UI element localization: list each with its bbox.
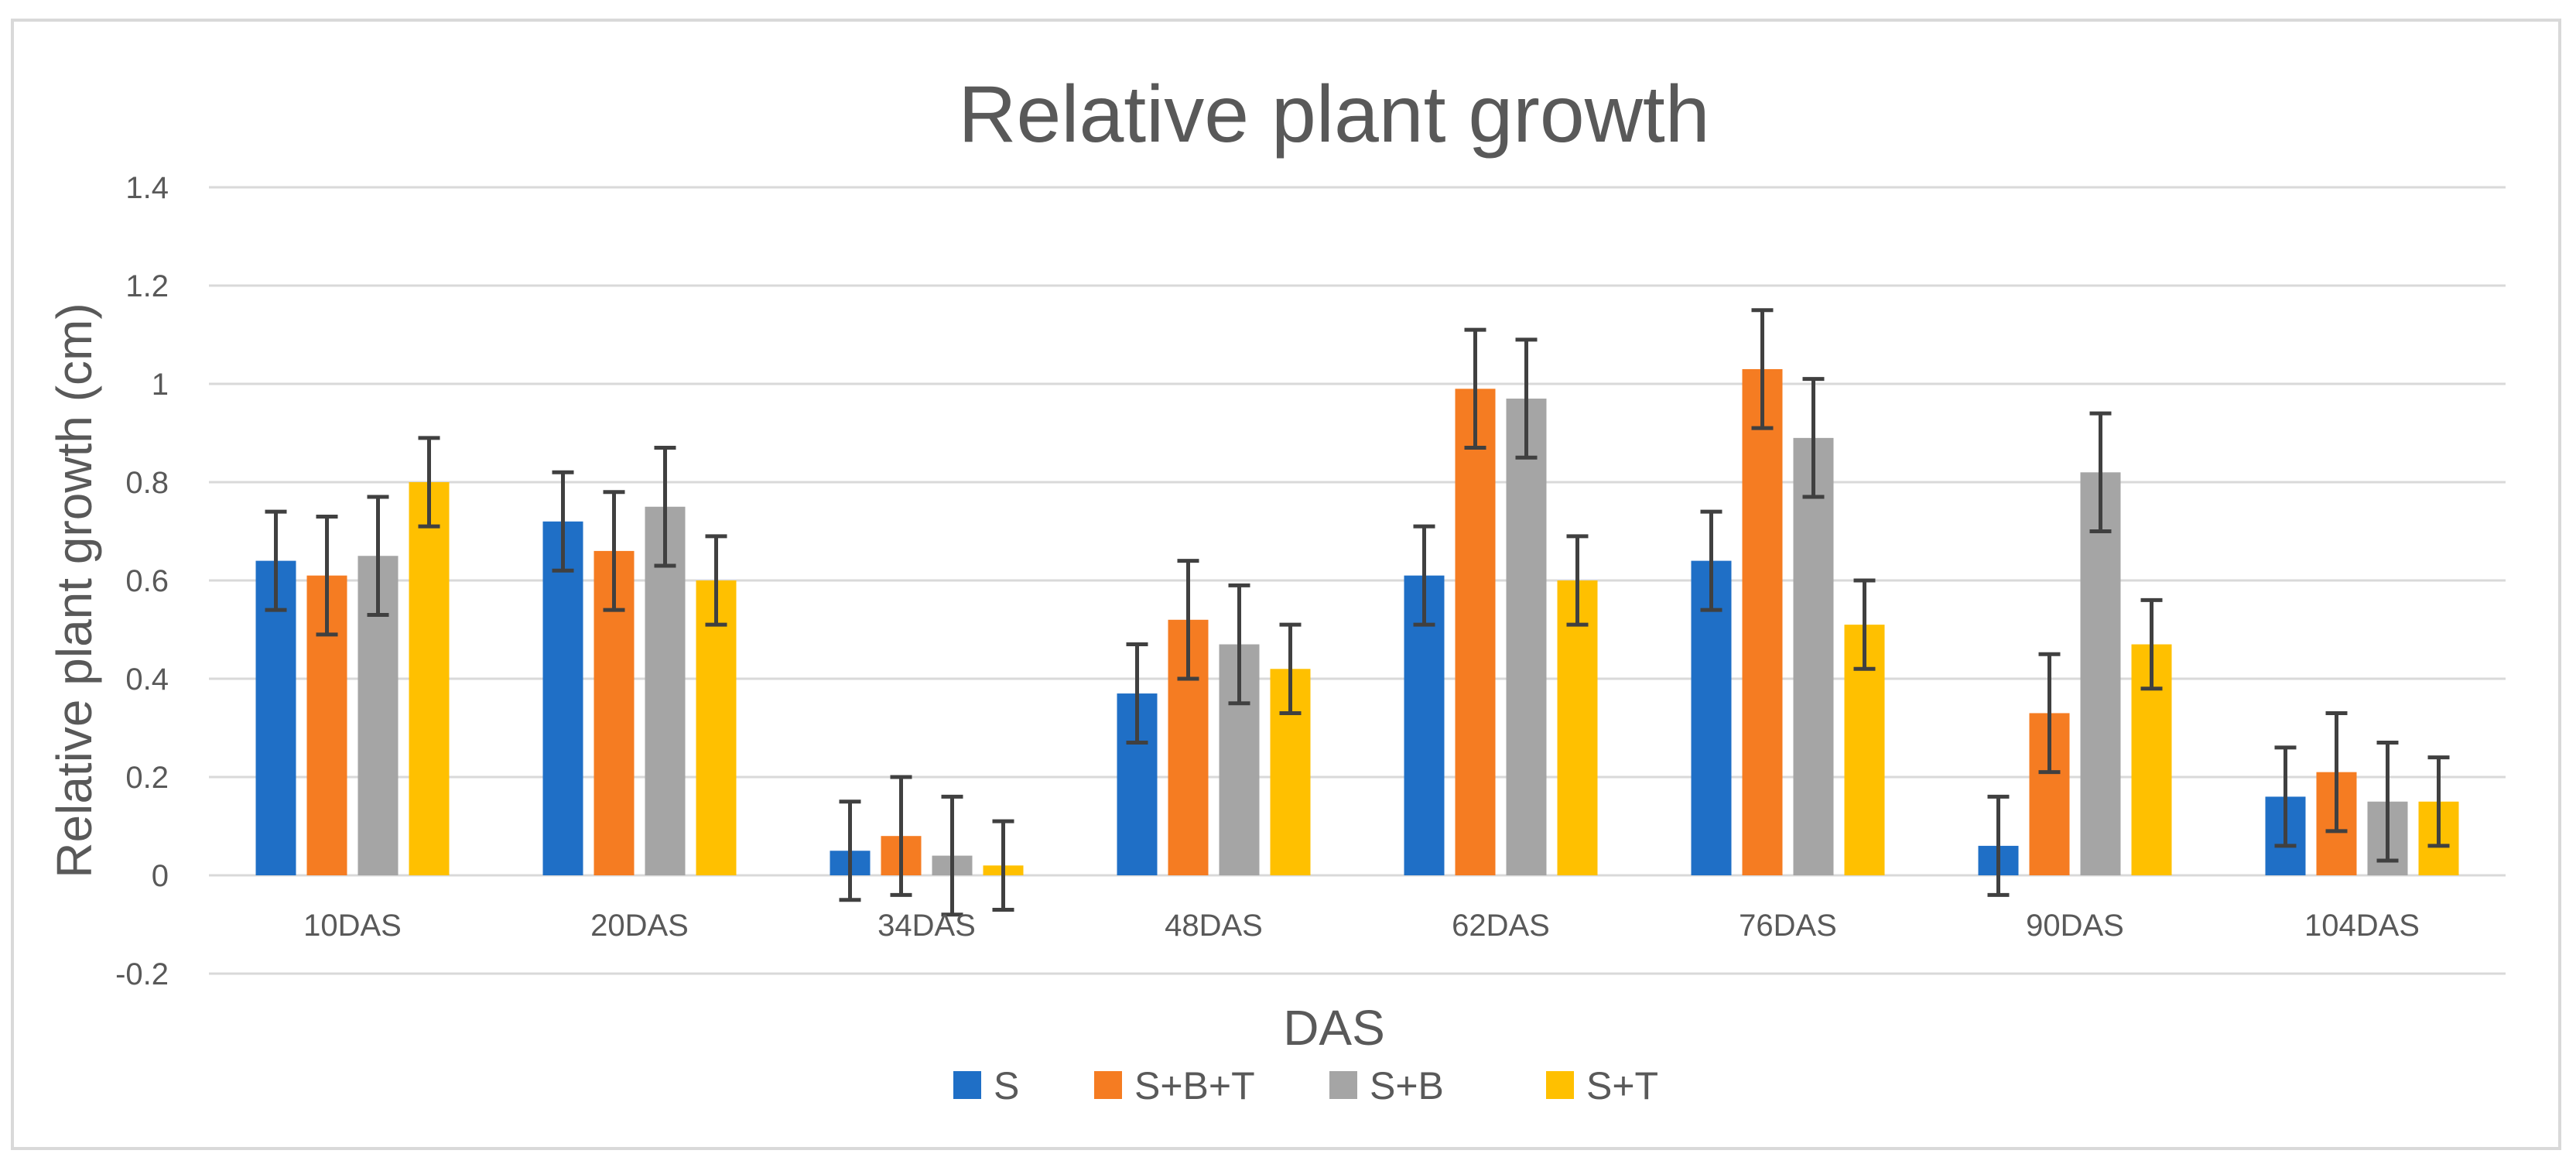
bars [255, 368, 2459, 876]
error-bars [265, 308, 2450, 917]
legend-label: S+T [1586, 1064, 1658, 1108]
error-bar-s-b-t-34das [890, 775, 912, 897]
error-bar-s-t-104das [2427, 755, 2450, 848]
error-bar-s-b-62das [1515, 337, 1538, 460]
bar-s-t-62das [1557, 580, 1598, 875]
error-bar-s-t-48das [1279, 622, 1302, 715]
bar-s-20das [542, 521, 583, 875]
error-bar-s-b-t-10das [316, 514, 338, 637]
bar-s-t-10das [409, 482, 450, 875]
y-tick-label: -0.2 [115, 957, 169, 991]
x-axis-tick-labels: 10DAS 20DAS 34DAS 48DAS 62DAS 76DAS 90DAS 104DA… [303, 909, 2420, 943]
error-bar-s-b-20das [654, 446, 676, 568]
bar-s-10das [255, 560, 296, 875]
chart-title: Relative plant growth [958, 70, 1709, 159]
x-axis-title: DAS [1283, 1000, 1385, 1056]
error-bar-s-b-104das [2376, 741, 2399, 863]
bar-s-b-t-76das [1742, 368, 1783, 875]
legend-label: S+B+T [1134, 1064, 1255, 1108]
y-tick-label: 0.4 [125, 662, 169, 697]
bar-s-b-76das [1793, 437, 1834, 875]
legend-label: S+B [1370, 1064, 1444, 1108]
error-bar-s-b-76das [1802, 377, 1825, 499]
y-tick-label: 0 [152, 859, 169, 893]
error-bar-s-104das [2274, 745, 2297, 848]
chart-frame: Relative plant growth -0.2 0 0.2 0.4 0.6 0.8 1… [11, 19, 2561, 1150]
error-bar-s-t-76das [1853, 578, 1876, 671]
bar-s-76das [1691, 560, 1732, 875]
error-bar-s-b-48das [1228, 583, 1250, 706]
x-tick-label: 76DAS [1739, 909, 1837, 943]
x-tick-label: 10DAS [303, 909, 402, 943]
bar-s-b-20das [645, 506, 686, 875]
bar-s-b-62das [1506, 399, 1547, 875]
x-tick-label: 62DAS [1452, 909, 1550, 943]
x-tick-label: 104DAS [2304, 909, 2420, 943]
error-bar-s-t-34das [992, 819, 1014, 912]
y-tick-label: 0.2 [125, 761, 169, 795]
x-tick-label: 48DAS [1165, 909, 1263, 943]
y-tick-label: 0.8 [125, 466, 169, 500]
x-tick-label: 20DAS [590, 909, 689, 943]
bar-s-b-90das [2080, 472, 2121, 875]
legend-swatch-s-t [1546, 1071, 1574, 1099]
legend-swatch-s-b [1329, 1071, 1357, 1099]
error-bar-s-90das [1987, 794, 2010, 897]
error-bar-s-34das [839, 799, 861, 902]
error-bar-s-b-t-76das [1751, 308, 1774, 430]
legend-swatch-s-b-t [1094, 1071, 1122, 1099]
error-bar-s-t-90das [2140, 597, 2163, 691]
y-axis-title: Relative plant growth (cm) [46, 303, 102, 878]
legend-swatch-s [953, 1071, 981, 1099]
error-bar-s-t-20das [705, 534, 727, 627]
error-bar-s-b-t-62das [1464, 327, 1486, 450]
error-bar-s-b-10das [367, 495, 389, 617]
legend-label: S [994, 1064, 1019, 1108]
error-bar-s-b-t-90das [2038, 652, 2061, 775]
error-bar-s-b-t-48das [1177, 559, 1199, 681]
x-tick-label: 34DAS [877, 909, 976, 943]
y-axis-tick-labels: -0.2 0 0.2 0.4 0.6 0.8 1 1.2 1.4 [115, 171, 169, 991]
error-bar-s-76das [1700, 509, 1722, 612]
y-tick-label: 0.6 [125, 564, 169, 598]
y-tick-label: 1.4 [125, 171, 169, 205]
error-bar-s-20das [552, 470, 574, 573]
x-tick-label: 90DAS [2026, 909, 2124, 943]
y-tick-label: 1.2 [125, 269, 169, 303]
bar-s-t-20das [696, 580, 737, 875]
gridlines [209, 186, 2506, 975]
error-bar-s-48das [1126, 642, 1148, 745]
error-bar-s-b-t-20das [603, 490, 625, 612]
y-tick-label: 1 [152, 368, 169, 402]
error-bar-s-b-t-104das [2325, 710, 2348, 834]
error-bar-s-b-34das [941, 794, 963, 917]
error-bar-s-t-10das [418, 436, 440, 529]
error-bar-s-62das [1413, 524, 1435, 627]
bar-s-b-t-62das [1455, 389, 1496, 876]
error-bar-s-10das [265, 509, 287, 612]
error-bar-s-b-90das [2089, 411, 2112, 533]
error-bar-s-t-62das [1566, 534, 1589, 627]
chart-svg: Relative plant growth -0.2 0 0.2 0.4 0.6 0.8 1… [46, 70, 2506, 1108]
legend: S S+B+T S+B S+T [953, 1064, 1658, 1108]
